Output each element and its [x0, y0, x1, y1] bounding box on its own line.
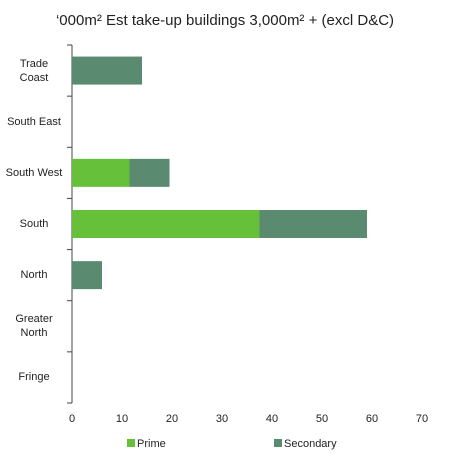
bar — [72, 158, 130, 187]
x-tick-label: 60 — [366, 413, 378, 425]
chart-title: ‘000m² Est take-up buildings 3,000m² + (… — [56, 12, 394, 29]
y-tick-label: South — [19, 218, 49, 230]
y-tick-label: Greater North — [15, 313, 53, 340]
bar — [72, 210, 260, 238]
bar — [72, 261, 102, 290]
bar — [129, 158, 170, 187]
bar — [259, 210, 367, 238]
x-tick-label: 70 — [416, 413, 428, 425]
x-tick-label: 20 — [166, 413, 178, 425]
y-tick-label: Fringe — [18, 371, 50, 384]
legend-swatch — [127, 439, 135, 447]
legend-swatch — [274, 439, 282, 447]
y-tick-label: South West — [5, 166, 63, 179]
legend-label: Prime — [137, 438, 166, 450]
y-tick-label: South East — [7, 115, 61, 128]
x-tick-label: 50 — [316, 413, 328, 425]
x-tick-label: 10 — [116, 413, 128, 425]
x-tick-label: 30 — [216, 413, 228, 425]
legend-label: Secondary — [284, 438, 337, 450]
x-tick-label: 40 — [266, 413, 278, 425]
x-tick-label: 0 — [69, 413, 75, 425]
y-tick-label: Trade Coast — [19, 57, 49, 84]
bar — [72, 56, 142, 85]
y-tick-label: North — [20, 269, 48, 282]
